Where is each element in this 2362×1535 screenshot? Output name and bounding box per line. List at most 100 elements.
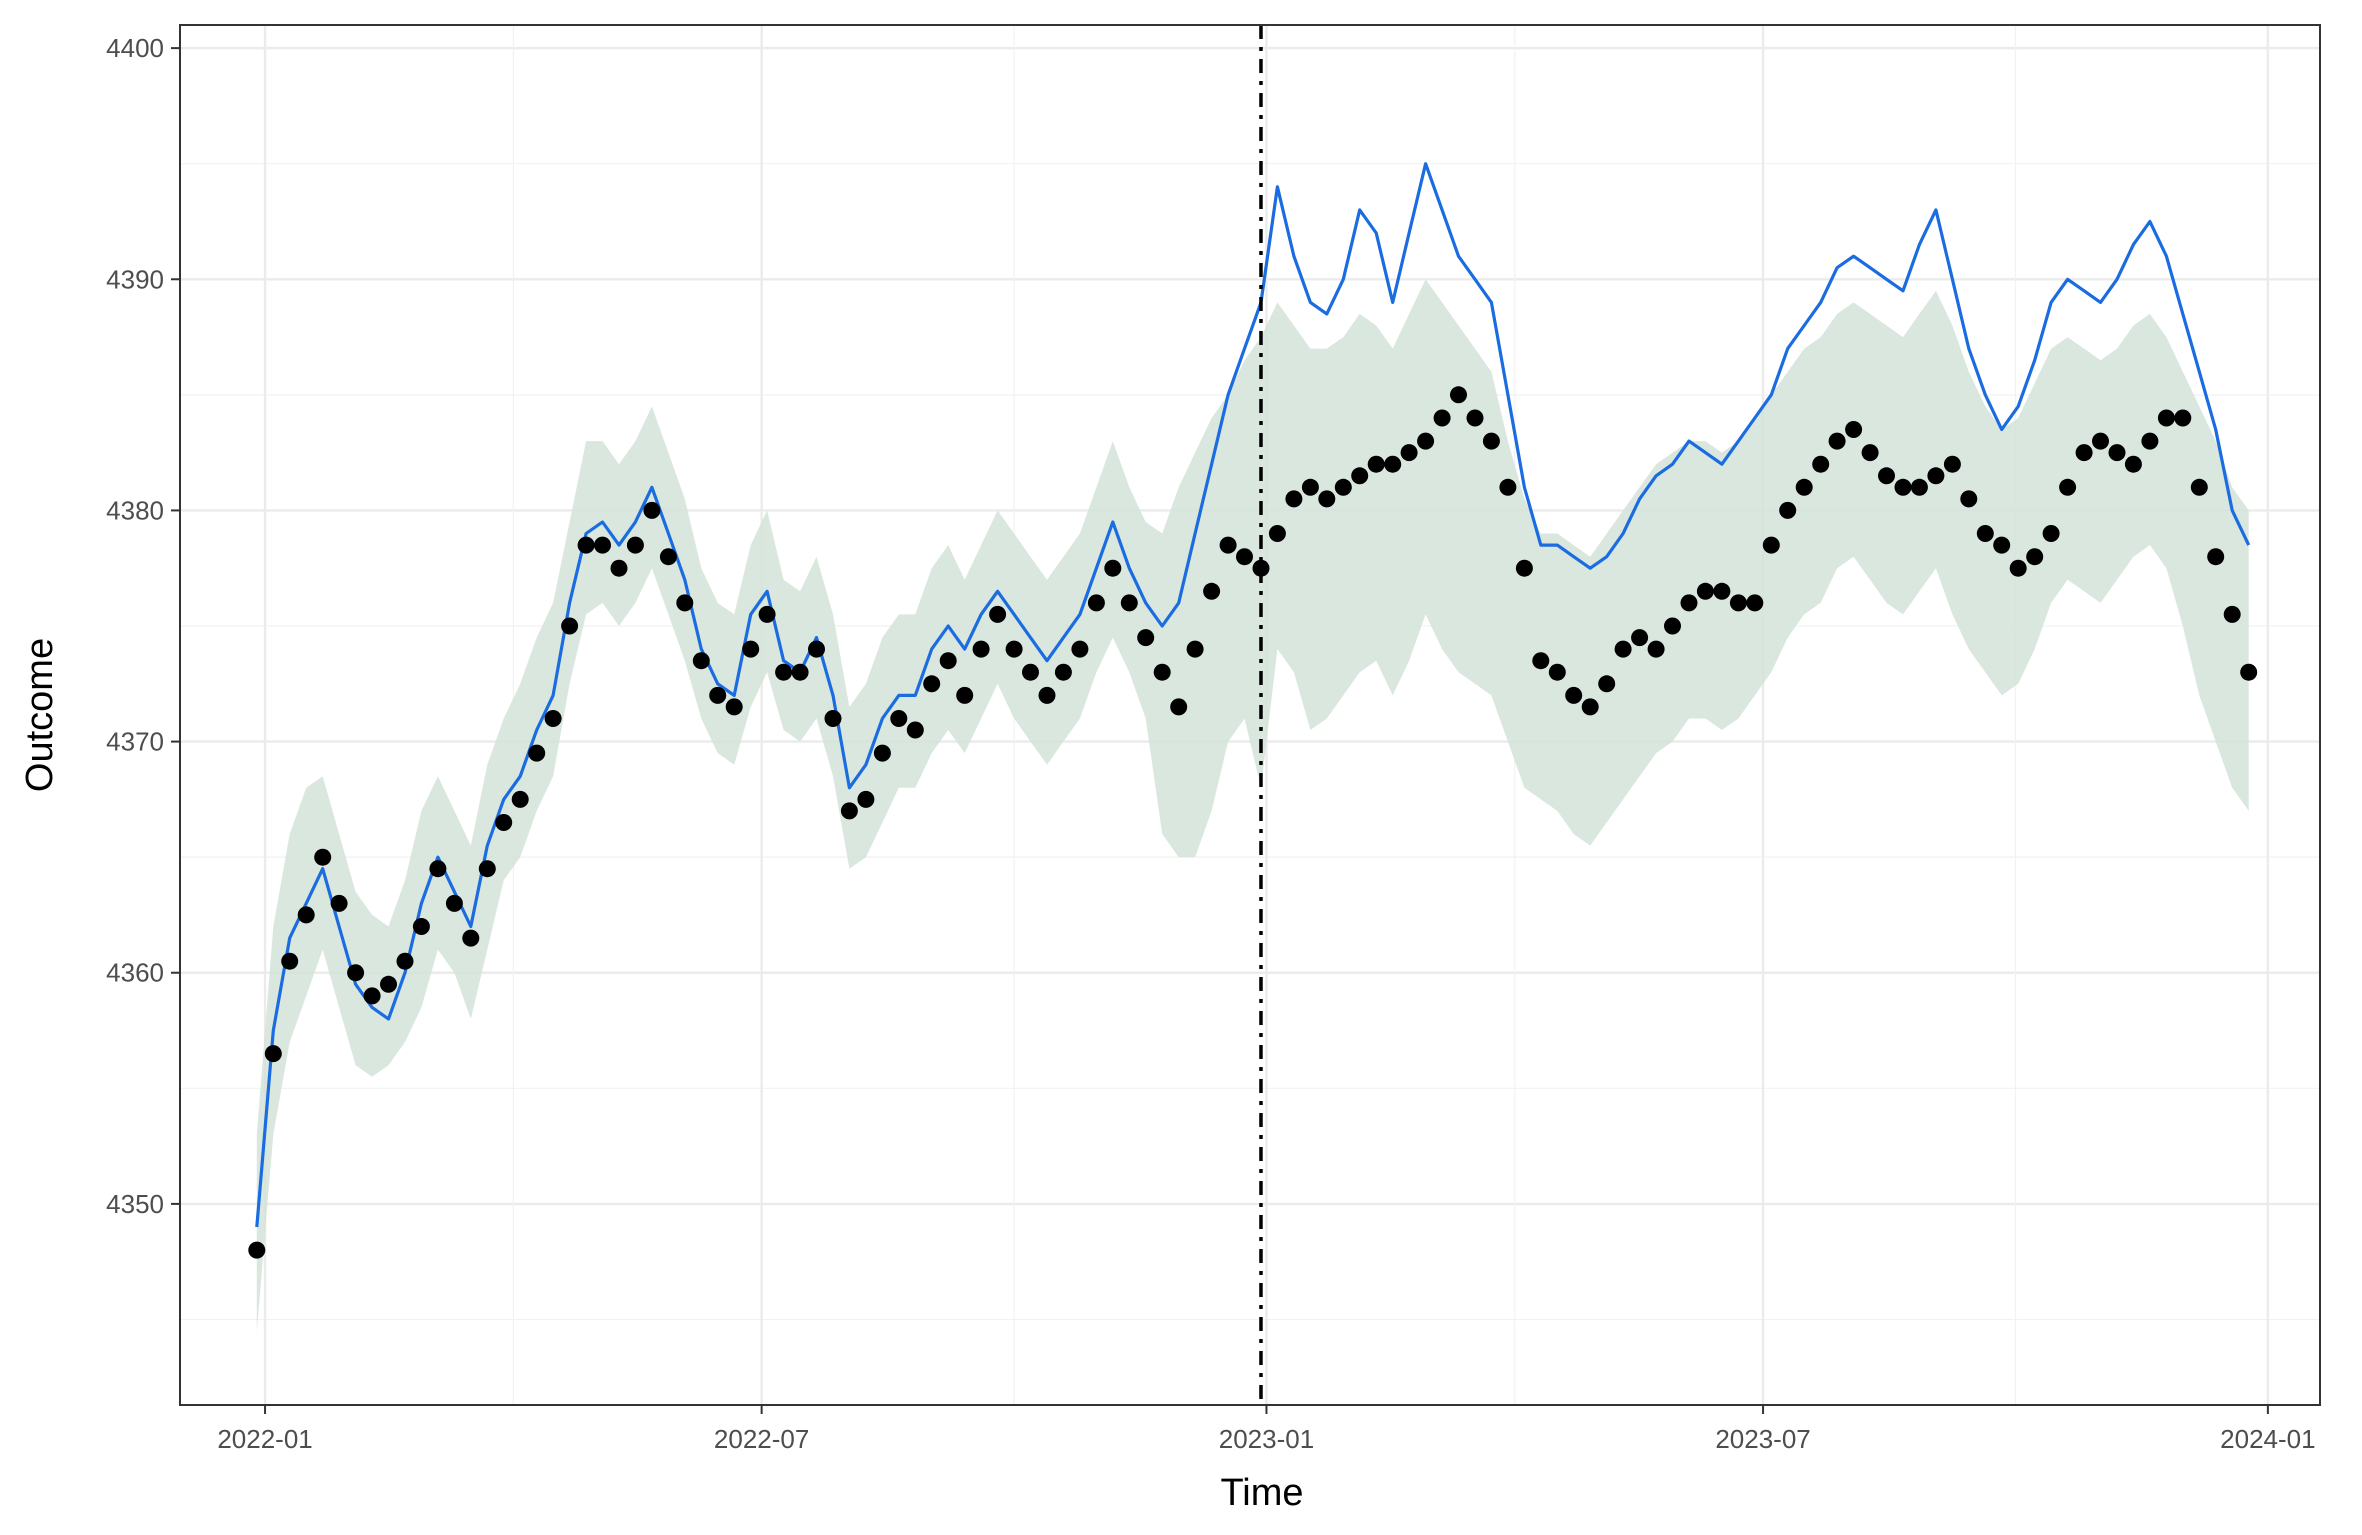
- y-tick-label: 4400: [106, 33, 164, 63]
- observed-point: [2042, 525, 2060, 542]
- observed-point: [1910, 478, 1928, 496]
- observed-point: [1927, 467, 1945, 485]
- observed-point: [1762, 536, 1780, 554]
- observed-point: [1367, 455, 1385, 473]
- observed-point: [2141, 432, 2159, 450]
- observed-point: [840, 802, 858, 820]
- observed-point: [742, 640, 760, 658]
- observed-point: [1680, 594, 1698, 612]
- observed-point: [248, 1241, 266, 1259]
- observed-point: [2092, 432, 2109, 450]
- observed-point: [972, 640, 990, 658]
- observed-point: [1828, 432, 1846, 450]
- observed-point: [2108, 444, 2126, 462]
- observed-point: [1400, 444, 1418, 462]
- observed-point: [1976, 525, 1994, 542]
- observed-point: [1137, 629, 1155, 647]
- observed-point: [1647, 640, 1665, 658]
- observed-point: [1384, 455, 1402, 473]
- observed-point: [758, 605, 776, 623]
- observed-point: [2124, 455, 2142, 473]
- observed-point: [1466, 409, 1484, 427]
- observed-point: [1219, 536, 1237, 554]
- observed-point: [808, 640, 825, 658]
- observed-point: [2207, 548, 2225, 566]
- observed-point: [1598, 675, 1616, 693]
- observed-point: [1581, 698, 1599, 716]
- observed-point: [1532, 652, 1550, 670]
- observed-point: [610, 559, 628, 577]
- observed-point: [594, 536, 611, 554]
- observed-point: [791, 663, 809, 681]
- observed-point: [1713, 582, 1731, 600]
- observed-point: [1878, 467, 1895, 485]
- observed-point: [478, 860, 496, 878]
- observed-point: [1054, 663, 1072, 681]
- observed-point: [1153, 663, 1171, 681]
- observed-point: [709, 686, 727, 704]
- observed-point: [1120, 594, 1138, 612]
- observed-point: [1845, 421, 1863, 438]
- observed-point: [1861, 444, 1879, 462]
- y-axis-title: Outcome: [19, 638, 61, 792]
- observed-point: [1104, 559, 1122, 577]
- observed-point: [1795, 478, 1813, 496]
- observed-point: [2075, 444, 2093, 462]
- observed-point: [1038, 686, 1056, 704]
- observed-point: [1301, 478, 1319, 496]
- observed-point: [1351, 467, 1369, 485]
- y-tick-label: 4360: [106, 958, 164, 988]
- x-axis-ticks: 2022-01 2022-07 2023-01 2023-07 2024-01: [217, 1405, 2316, 1454]
- y-tick-label: 4370: [106, 727, 164, 757]
- observed-point: [1746, 594, 1764, 612]
- observed-point: [380, 975, 397, 993]
- x-tick-label: 2022-01: [217, 1424, 312, 1454]
- observed-point: [2009, 559, 2027, 577]
- observed-point: [528, 744, 546, 762]
- observed-point: [692, 652, 710, 670]
- observed-point: [544, 710, 562, 727]
- observed-point: [1499, 478, 1517, 496]
- observed-point: [2190, 478, 2208, 496]
- observed-point: [1729, 594, 1747, 612]
- observed-point: [1960, 490, 1978, 508]
- observed-point: [1022, 663, 1039, 681]
- observed-point: [2026, 548, 2044, 566]
- observed-point: [1614, 640, 1632, 658]
- observed-point: [2174, 409, 2192, 427]
- x-tick-label: 2024-01: [2220, 1424, 2315, 1454]
- observed-point: [2059, 478, 2077, 496]
- x-tick-label: 2022-07: [714, 1424, 809, 1454]
- observed-point: [445, 894, 463, 912]
- observed-points: [248, 386, 2258, 1259]
- x-axis-title: Time: [1220, 1472, 1303, 1514]
- observed-point: [330, 894, 348, 912]
- observed-point: [676, 594, 694, 612]
- observed-point: [725, 698, 743, 716]
- y-tick-label: 4350: [106, 1189, 164, 1219]
- observed-point: [1252, 559, 1270, 577]
- observed-point: [577, 536, 595, 554]
- observed-point: [659, 548, 677, 566]
- observed-point: [396, 952, 414, 970]
- y-tick-label: 4380: [106, 495, 164, 525]
- counterfactual-line: [255, 162, 2251, 1228]
- prediction-band-area: [256, 279, 2249, 1331]
- observed-point: [1087, 594, 1105, 612]
- observed-point: [281, 952, 299, 970]
- observed-point: [1071, 640, 1089, 658]
- observed-point: [1664, 617, 1681, 635]
- observed-point: [561, 617, 579, 635]
- observed-point: [1482, 432, 1500, 450]
- plot-border: [179, 24, 2321, 1406]
- observed-point: [429, 860, 447, 878]
- observed-point: [906, 721, 924, 739]
- observed-point: [1170, 698, 1188, 716]
- observed-point: [1696, 582, 1714, 600]
- observed-point: [2157, 409, 2175, 427]
- x-tick-label: 2023-07: [1715, 1424, 1810, 1454]
- observed-point: [1894, 478, 1912, 496]
- observed-point: [1334, 478, 1352, 496]
- observed-point: [643, 501, 661, 519]
- observed-point: [297, 906, 315, 924]
